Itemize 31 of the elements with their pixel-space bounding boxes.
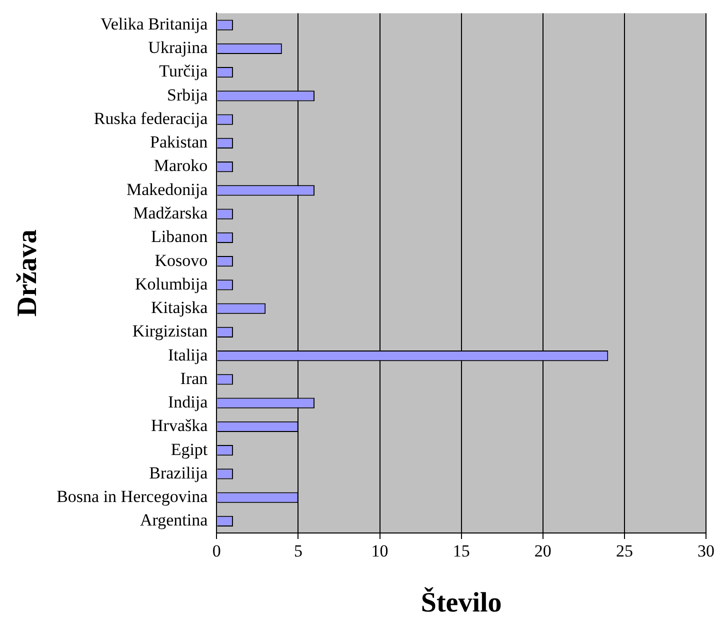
y-tick-label: Brazilija xyxy=(149,463,208,482)
y-tick-label: Iran xyxy=(180,368,208,388)
y-tick-label: Kitajska xyxy=(151,298,208,318)
y-tick-label: Libanon xyxy=(151,227,208,246)
y-tick-label: Madžarska xyxy=(133,204,208,222)
y-axis-title: Država xyxy=(12,230,44,317)
y-tick-label: Egipt xyxy=(170,440,208,459)
x-axis-title: Število xyxy=(420,586,502,618)
y-tick-label: Makedonija xyxy=(126,180,208,199)
x-tick-label: 20 xyxy=(534,542,552,561)
y-tick-label: Kolumbija xyxy=(134,274,208,294)
x-tick-label: 0 xyxy=(212,542,221,561)
x-tick-label: 10 xyxy=(371,542,388,561)
x-tick-label: 25 xyxy=(616,542,633,561)
y-tick-label: Velika Britanija xyxy=(100,14,208,34)
y-tick-label: Kirgizistan xyxy=(132,322,208,341)
y-tick-label: Pakistan xyxy=(150,132,208,152)
y-tick-label: Italija xyxy=(168,345,208,364)
y-tick-label: Srbija xyxy=(167,85,208,104)
y-tick-label: Bosna in Hercegovina xyxy=(56,487,208,506)
y-tick-label: Hrvaška xyxy=(151,416,208,436)
y-tick-label: Ukrajina xyxy=(148,38,208,58)
y-tick-label: Argentina xyxy=(140,510,208,530)
y-tick-label: Ruska federacija xyxy=(94,108,208,128)
y-tick-label: Indija xyxy=(168,392,208,412)
x-tick-label: 15 xyxy=(452,542,470,561)
x-tick-label: 5 xyxy=(294,542,302,561)
y-tick-label: Maroko xyxy=(154,156,208,176)
x-tick-label: 30 xyxy=(698,542,714,561)
y-tick-label: Kosovo xyxy=(154,250,208,270)
y-tick-label: Turčija xyxy=(159,62,208,81)
